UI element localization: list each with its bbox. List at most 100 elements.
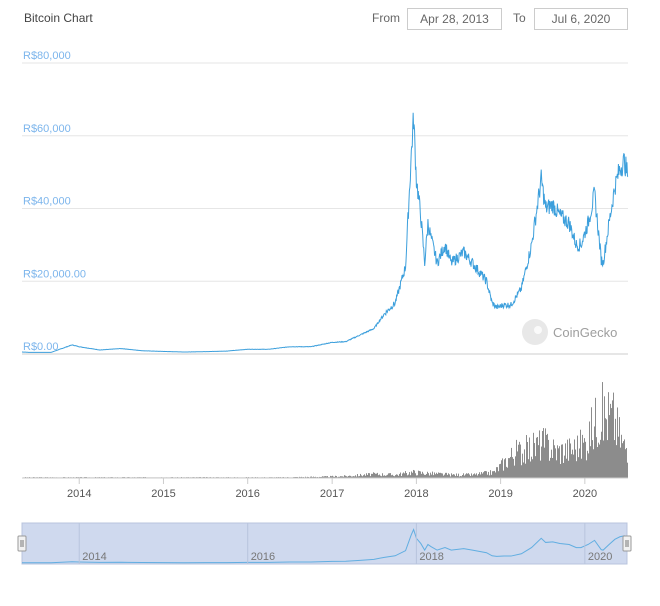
volume-bar xyxy=(502,458,503,478)
volume-bar xyxy=(370,476,371,478)
volume-bar xyxy=(427,471,428,478)
volume-bar xyxy=(330,475,331,478)
volume-bar xyxy=(602,382,603,478)
volume-bar xyxy=(627,462,628,478)
volume-bar xyxy=(487,474,488,478)
volume-bar xyxy=(585,441,586,478)
volume-bar xyxy=(496,467,497,478)
volume-bar xyxy=(450,476,451,478)
volume-bar xyxy=(408,474,409,478)
volume-bar xyxy=(526,435,527,478)
volume-bar xyxy=(444,474,445,478)
volume-bar xyxy=(364,474,365,478)
navigator-left-handle[interactable] xyxy=(17,535,27,552)
volume-bar xyxy=(613,392,614,478)
volume-bar xyxy=(417,475,418,478)
volume-bar xyxy=(625,449,626,478)
volume-bar xyxy=(556,460,557,478)
volume-bar xyxy=(609,415,610,478)
volume-bar xyxy=(360,473,361,478)
volume-bar xyxy=(359,476,360,478)
volume-bar xyxy=(394,476,395,478)
volume-bar xyxy=(349,475,350,478)
volume-bar xyxy=(439,472,440,478)
volume-bar xyxy=(577,435,578,478)
volume-bar xyxy=(598,442,599,478)
volume-bar xyxy=(533,432,534,478)
volume-bar xyxy=(547,433,548,478)
volume-bar xyxy=(414,470,415,478)
volume-bar xyxy=(595,397,596,478)
volume-bar xyxy=(576,461,577,478)
volume-bar xyxy=(588,453,589,478)
volume-bar xyxy=(549,460,550,478)
volume-bar xyxy=(543,428,544,478)
volume-bar xyxy=(354,476,355,478)
volume-bar xyxy=(514,465,515,478)
x-tick-label: 2017 xyxy=(320,488,344,500)
volume-bar xyxy=(440,472,441,478)
volume-bar xyxy=(348,475,349,478)
navigator-line xyxy=(21,528,629,564)
volume-bar xyxy=(611,408,612,478)
navigator-tick-label: 2018 xyxy=(419,551,443,563)
volume-bar xyxy=(376,473,377,478)
volume-bar xyxy=(483,472,484,478)
volume-bar xyxy=(405,471,406,478)
volume-bar xyxy=(594,426,595,478)
volume-bar xyxy=(356,476,357,478)
volume-bar xyxy=(558,448,559,478)
volume-bar xyxy=(387,474,388,478)
coingecko-watermark: CoinGecko xyxy=(522,319,617,345)
volume-bar xyxy=(537,436,538,478)
volume-bar xyxy=(617,407,618,478)
volume-bar xyxy=(474,473,475,478)
volume-bar xyxy=(554,445,555,478)
volume-bar xyxy=(347,476,348,478)
volume-bar xyxy=(463,473,464,478)
volume-bar xyxy=(469,474,470,478)
volume-bar xyxy=(614,440,615,478)
volume-bar xyxy=(528,459,529,478)
volume-bar xyxy=(541,446,542,478)
volume-bar xyxy=(366,473,367,478)
volume-bar xyxy=(367,474,368,478)
volume-bar xyxy=(610,403,611,478)
coingecko-logo-eye xyxy=(534,326,542,334)
volume-bar xyxy=(478,474,479,478)
volume-bar xyxy=(443,475,444,478)
volume-bar xyxy=(572,449,573,478)
volume-bar xyxy=(404,473,405,478)
volume-bar xyxy=(434,472,435,478)
grid-lines xyxy=(22,62,628,355)
volume-bar xyxy=(325,476,326,478)
volume-bar xyxy=(437,473,438,478)
volume-bar xyxy=(383,475,384,478)
volume-bar xyxy=(570,443,571,478)
volume-bar xyxy=(320,476,321,478)
volume-bar xyxy=(507,467,508,478)
volume-bar xyxy=(305,476,306,478)
volume-bar xyxy=(510,456,511,478)
volume-bar xyxy=(518,444,519,478)
volume-bar xyxy=(619,417,620,478)
volume-bar xyxy=(418,470,419,478)
navigator-right-handle[interactable] xyxy=(622,535,632,552)
x-tick-label: 2018 xyxy=(404,488,428,500)
to-date-input[interactable]: Jul 6, 2020 xyxy=(534,8,628,30)
volume-bar xyxy=(460,475,461,478)
volume-bar xyxy=(493,471,494,478)
from-date-input[interactable]: Apr 28, 2013 xyxy=(407,8,502,30)
volume-bar xyxy=(402,473,403,478)
volume-bar xyxy=(599,444,600,478)
volume-bar xyxy=(511,447,512,478)
volume-bar xyxy=(411,471,412,478)
volume-bar xyxy=(339,476,340,478)
volume-bar xyxy=(517,451,518,478)
volume-bar xyxy=(420,471,421,478)
volume-bar xyxy=(452,474,453,478)
volume-bar xyxy=(345,475,346,478)
volume-bar xyxy=(385,475,386,478)
volume-bar xyxy=(421,473,422,478)
volume-bar xyxy=(372,473,373,478)
